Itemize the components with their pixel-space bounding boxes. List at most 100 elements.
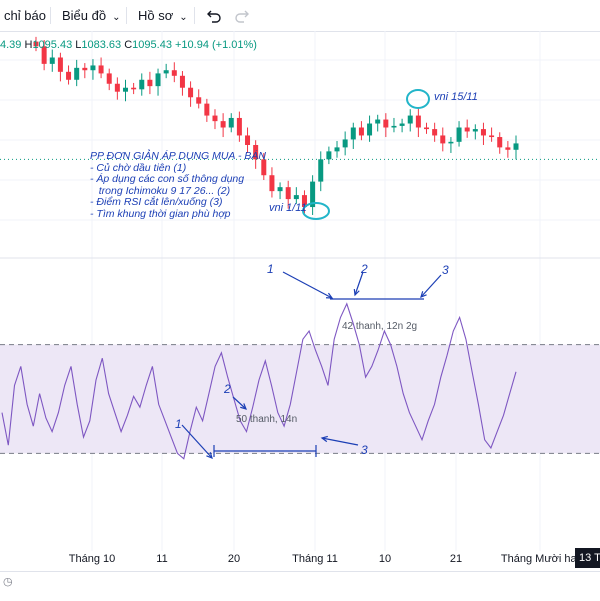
bottom-bar: ◷ <box>0 571 600 601</box>
arrow-1-top <box>282 271 333 299</box>
marker-3-bottom: 3 <box>361 443 368 457</box>
chart-area[interactable] <box>0 31 600 571</box>
chart-type-button[interactable]: Biểu đồ ⌄ <box>62 0 120 31</box>
candle-body <box>318 159 324 182</box>
candle-body <box>301 195 307 208</box>
candle-body <box>269 175 275 192</box>
candle-body <box>82 67 88 71</box>
marker-2-top: 2 <box>361 262 368 276</box>
x-tick-label: Tháng 10 <box>68 553 116 565</box>
candle-body <box>358 127 364 136</box>
candle-body <box>41 46 47 64</box>
chevron-down-icon: ⌄ <box>179 12 188 23</box>
note-line: - Tìm khung thời gian phù hợp <box>90 207 231 220</box>
candle-body <box>391 125 397 128</box>
candle-body <box>399 123 405 126</box>
candle-body <box>253 145 259 160</box>
redo-icon[interactable] <box>233 6 253 26</box>
indicators-label: chỉ báo <box>4 8 46 23</box>
arrow-3-bottom <box>321 437 359 446</box>
candle-body <box>489 135 495 138</box>
marker-1-top: 1 <box>267 262 274 276</box>
toolbar-divider <box>194 7 195 24</box>
undo-icon[interactable] <box>203 6 223 26</box>
candle-body <box>98 65 104 74</box>
candle-body <box>212 115 218 122</box>
candle-body <box>228 117 234 128</box>
close-key: C <box>124 39 133 51</box>
timezone-icon[interactable]: ◷ <box>3 576 13 588</box>
profile-label: Hồ sơ <box>138 8 174 23</box>
arrow-2-bottom <box>232 396 247 410</box>
candle-body <box>49 57 55 64</box>
candle-body <box>90 65 96 71</box>
candle-body <box>497 137 503 148</box>
candle-body <box>367 123 373 136</box>
bar-count-right: 42 thanh, 12n 2g <box>342 321 418 332</box>
candle-body <box>415 115 421 128</box>
note-line: - Củ chờ dầu tiên (1) <box>90 161 187 174</box>
candle-body <box>114 83 120 92</box>
candle-body <box>179 75 185 88</box>
candle-body <box>456 127 462 142</box>
candle-body <box>513 143 519 150</box>
low-value: 1083.63 <box>81 39 122 51</box>
candle-body <box>163 70 169 74</box>
x-tick-label: 10 <box>378 553 392 565</box>
arrow-3-top-head <box>420 291 427 299</box>
indicators-button[interactable]: chỉ báo <box>4 0 46 31</box>
arrow-2-bottom-head <box>240 403 248 410</box>
candle-body <box>448 141 454 144</box>
candle-body <box>261 159 267 176</box>
candle-body <box>57 57 63 72</box>
marker-1-bottom: 1 <box>175 417 182 431</box>
candle-body <box>277 187 283 192</box>
candle-body <box>122 87 128 92</box>
note-line: - Áp dụng các con số thông dụng <box>90 173 245 185</box>
candle-body <box>188 87 194 98</box>
arrow-2-top <box>354 271 364 296</box>
candle-body <box>326 151 332 160</box>
arrow-3-top <box>420 274 442 298</box>
arrow-3-bottom-head <box>320 435 328 443</box>
marker-3-top: 3 <box>442 263 449 277</box>
vni-15-11-label: vni 15/11 <box>434 91 478 103</box>
candle-body <box>383 119 389 128</box>
x-tick-label: Tháng Mười hai <box>500 553 580 565</box>
toolbar-divider <box>50 7 51 24</box>
candle-body <box>407 115 413 124</box>
arrow-1-bottom-head <box>206 452 213 460</box>
highlight-circle <box>406 89 430 109</box>
candle-body <box>432 129 438 136</box>
candle-body <box>285 187 291 200</box>
candle-body <box>196 97 202 104</box>
high-key: H <box>24 39 33 51</box>
high-value: 1095.43 <box>32 39 73 51</box>
time-badge: 13 T <box>575 548 600 568</box>
x-tick-label: Tháng 11 <box>292 553 338 565</box>
candle-body <box>106 73 112 84</box>
candle-body <box>334 147 340 152</box>
candle-body <box>310 181 316 208</box>
profile-button[interactable]: Hồ sơ ⌄ <box>138 0 188 31</box>
candle-body <box>245 135 251 145</box>
candle-body <box>505 147 511 150</box>
candle-body <box>33 41 39 47</box>
rsi-band <box>0 344 600 454</box>
toolbar-divider <box>126 7 127 24</box>
candle-body <box>464 127 470 132</box>
candle-body <box>375 119 381 124</box>
x-tick-label: 20 <box>227 553 241 565</box>
highlight-circle <box>302 202 330 220</box>
candle-body <box>472 129 478 132</box>
close-value: 1095.43 <box>132 39 172 51</box>
candle-body <box>131 87 137 90</box>
candle-body <box>204 103 210 116</box>
note-title: PP ĐƠN GIẢN ÁP DỤNG MUA - BÁN <box>90 150 266 162</box>
bar-count-left: 50 thanh, 14n <box>236 414 298 425</box>
change-value: +10.94 (+1.01%) <box>175 39 257 51</box>
x-tick-label: 11 <box>156 553 168 565</box>
arrow-1-top-head <box>325 292 334 299</box>
vni-1-11-label: vni 1/11 <box>269 202 307 214</box>
candle-body <box>480 129 486 136</box>
